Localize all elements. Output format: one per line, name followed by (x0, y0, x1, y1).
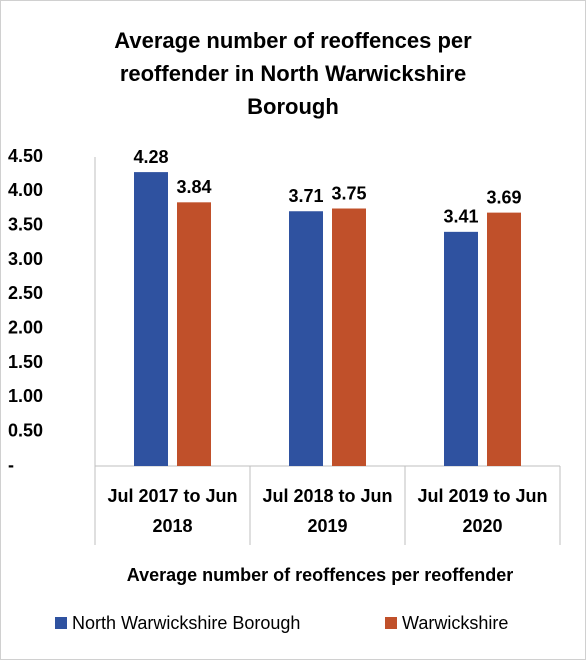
bar (177, 202, 211, 466)
data-label: 4.28 (133, 147, 168, 167)
data-label: 3.84 (176, 177, 211, 197)
x-tick-label: Jul 2019 to Jun 2020 (417, 486, 547, 536)
bar (289, 211, 323, 466)
y-tick-label: 2.00 (8, 317, 43, 337)
x-tick-label: Jul 2017 to Jun 2018 (107, 486, 237, 536)
bar (332, 208, 366, 466)
chart-title: Average number of reoffences per reoffend… (114, 28, 472, 119)
bar (134, 172, 168, 466)
y-tick-label: 4.50 (8, 146, 43, 166)
x-tick-label: Jul 2018 to Jun 2019 (262, 486, 392, 536)
y-tick-label: 3.50 (8, 214, 43, 234)
legend-label: North Warwickshire Borough (72, 613, 300, 633)
bar (487, 212, 521, 466)
legend-swatch (385, 617, 397, 629)
data-label: 3.41 (443, 207, 478, 227)
y-tick-label: 2.50 (8, 283, 43, 303)
y-tick-label: 4.00 (8, 180, 43, 200)
legend-label: Warwickshire (402, 613, 508, 633)
legend-swatch (55, 617, 67, 629)
y-tick-label: 1.00 (8, 386, 43, 406)
x-axis-label: Average number of reoffences per reoffen… (127, 565, 513, 585)
y-tick-label: 1.50 (8, 352, 43, 372)
data-label: 3.71 (288, 186, 323, 206)
bar (444, 231, 478, 466)
data-label: 3.69 (486, 187, 521, 207)
y-tick-label: 3.00 (8, 249, 43, 269)
y-tick-label: - (8, 455, 14, 475)
y-tick-label: 0.50 (8, 420, 43, 440)
data-label: 3.75 (331, 183, 366, 203)
